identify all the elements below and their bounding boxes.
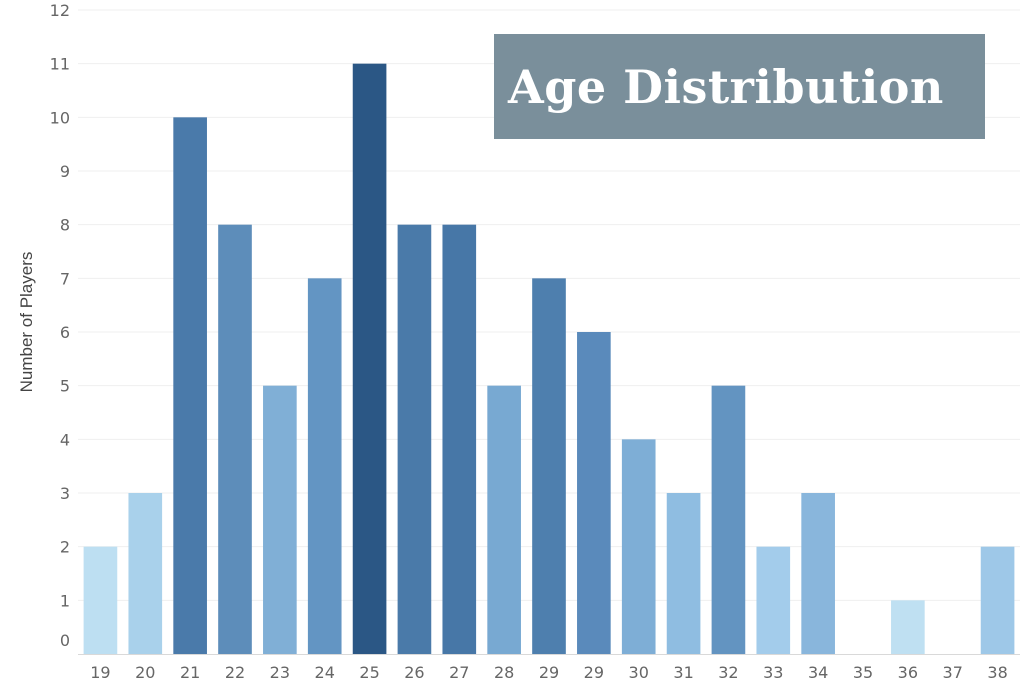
y-tick-label: 11: [50, 55, 70, 74]
bar-23: [263, 385, 297, 654]
y-tick-label: 3: [60, 484, 70, 503]
bar-27: [442, 224, 477, 654]
x-tick-label: 32: [718, 663, 738, 682]
bar-28: [487, 385, 521, 654]
bar-19: [83, 546, 118, 654]
x-tick-label: 33: [763, 663, 783, 682]
x-tick-label: 38: [987, 663, 1007, 682]
x-tick-label: 36: [898, 663, 918, 682]
bar-25: [352, 63, 387, 654]
x-tick-label: 37: [943, 663, 963, 682]
y-tick-label: 2: [60, 538, 70, 557]
bar-36: [891, 600, 925, 654]
y-tick-label: 7: [60, 269, 70, 288]
x-tick-label: 29: [584, 663, 604, 682]
bar-34: [801, 493, 835, 654]
y-tick-label: 0: [60, 631, 70, 650]
x-tick-label: 22: [225, 663, 245, 682]
x-tick-label: 35: [853, 663, 873, 682]
bar-30: [621, 439, 656, 654]
bar-22: [218, 224, 252, 654]
bar-32: [711, 385, 746, 654]
title-banner: Age Distribution: [494, 34, 985, 139]
y-tick-label: 6: [60, 323, 70, 342]
x-tick-label: 31: [673, 663, 693, 682]
x-tick-label: 23: [270, 663, 290, 682]
y-tick-label: 9: [60, 162, 70, 181]
y-tick-label: 4: [60, 430, 70, 449]
x-tick-label: 25: [359, 663, 379, 682]
y-tick-label: 10: [50, 108, 70, 127]
x-tick-label: 29: [539, 663, 559, 682]
y-tick-label: 8: [60, 216, 70, 235]
chart-title: Age Distribution: [508, 59, 944, 114]
bar-33: [756, 546, 791, 654]
x-tick-label: 27: [449, 663, 469, 682]
bar-38: [980, 546, 1015, 654]
bars: [83, 63, 1015, 655]
x-tick-label: 24: [315, 663, 335, 682]
bar-24: [307, 278, 342, 654]
x-tick-label: 34: [808, 663, 828, 682]
y-tick-label: 5: [60, 377, 70, 396]
x-tick-labels: 19 20 21 22 23 24 25 26 27 28 29 29 30 31 32 33 34 35 36 37…: [90, 663, 1008, 682]
y-tick-label: 1: [60, 591, 70, 610]
bar-29: [532, 278, 566, 654]
bar-20: [128, 493, 163, 654]
y-tick-label: 12: [50, 1, 70, 20]
bar-21: [173, 117, 207, 655]
x-tick-label: 20: [135, 663, 155, 682]
bar-26: [397, 224, 432, 654]
x-tick-label: 21: [180, 663, 200, 682]
y-axis-title: Number of Players: [17, 251, 36, 393]
x-tick-label: 26: [404, 663, 424, 682]
x-tick-label: 28: [494, 663, 514, 682]
x-tick-label: 30: [629, 663, 649, 682]
bar-31: [666, 493, 701, 654]
bar-29: [577, 332, 611, 654]
x-tick-label: 19: [90, 663, 110, 682]
